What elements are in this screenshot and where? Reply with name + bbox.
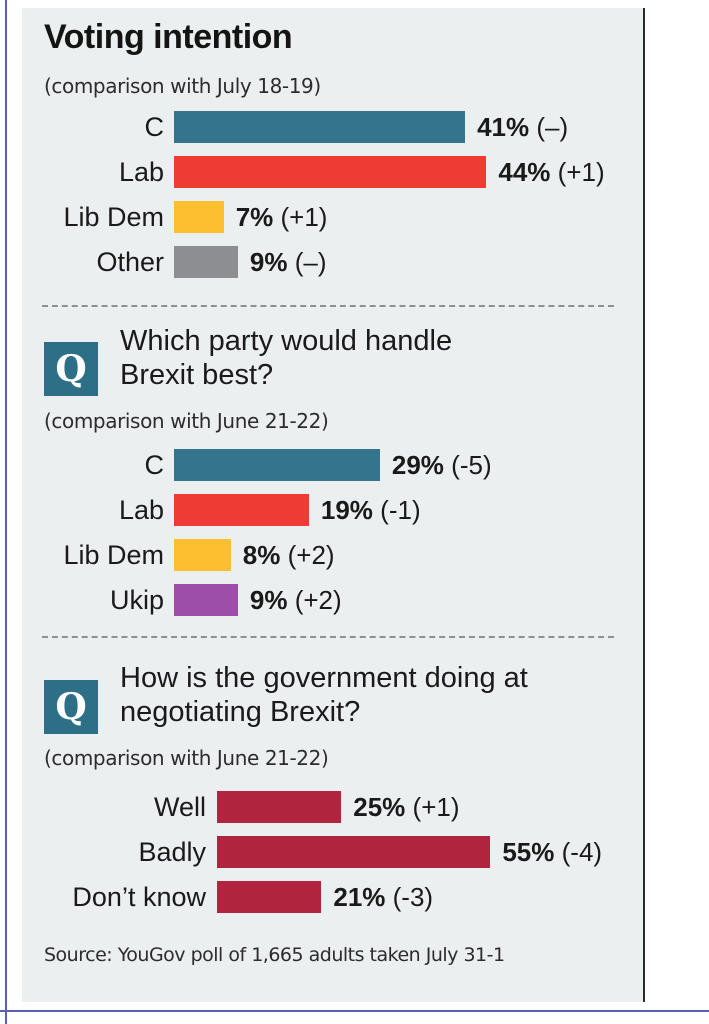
category-label-don-t-know: Don’t know bbox=[72, 882, 206, 912]
category-label-ukip: Ukip bbox=[109, 585, 164, 615]
data-label-change: (+1) bbox=[280, 202, 328, 232]
category-label-lab: Lab bbox=[118, 495, 164, 525]
bar-lab bbox=[174, 156, 487, 188]
data-label-well: 25% (+1) bbox=[353, 791, 459, 823]
page-bottom-rule bbox=[0, 1010, 709, 1012]
question-title-line: How is the government doing at bbox=[120, 662, 528, 694]
data-label-value: 29% bbox=[391, 450, 444, 480]
data-label-change: (+2) bbox=[294, 585, 342, 615]
chart-title: Voting intention bbox=[44, 18, 293, 56]
bar-badly bbox=[217, 836, 491, 868]
data-label-change: (+1) bbox=[412, 792, 460, 822]
bar-don-t-know bbox=[217, 881, 322, 913]
bar-ukip bbox=[174, 584, 238, 616]
category-label-lab: Lab bbox=[118, 157, 164, 187]
comparison-note: (comparison with June 21-22) bbox=[44, 746, 329, 770]
data-label-c: 41% (–) bbox=[477, 111, 568, 143]
data-label-value: 9% bbox=[249, 247, 288, 277]
category-label-c: C bbox=[144, 112, 165, 142]
data-label-value: 44% bbox=[498, 157, 551, 187]
question-title-line: negotiating Brexit? bbox=[120, 696, 361, 728]
data-label-change: (-4) bbox=[561, 837, 603, 867]
question-icon: Q bbox=[44, 342, 98, 396]
data-label-value: 55% bbox=[502, 837, 555, 867]
data-label-badly: 55% (-4) bbox=[502, 836, 602, 868]
data-label-change: (-3) bbox=[392, 882, 434, 912]
bar-lib-dem bbox=[174, 201, 224, 233]
bar-well bbox=[217, 791, 342, 823]
bar-lab bbox=[174, 494, 309, 526]
data-label-change: (-1) bbox=[380, 495, 421, 525]
data-label-c: 29% (-5) bbox=[392, 449, 492, 481]
data-label-change: (+2) bbox=[287, 540, 335, 570]
question-title-line: Which party would handle bbox=[120, 325, 453, 357]
data-label-value: 7% bbox=[235, 202, 274, 232]
data-label-value: 19% bbox=[320, 495, 373, 525]
data-label-value: 25% bbox=[353, 792, 406, 822]
bar-c bbox=[174, 111, 466, 143]
data-label-value: 41% bbox=[477, 112, 530, 142]
data-label-other: 9% (–) bbox=[250, 246, 327, 278]
category-label-other: Other bbox=[96, 247, 164, 277]
bar-c bbox=[174, 449, 380, 481]
data-label-value: 21% bbox=[333, 882, 386, 912]
question-icon: Q bbox=[44, 680, 98, 734]
data-label-lib-dem: 7% (+1) bbox=[236, 201, 328, 233]
question-title: Which party would handle Brexit best? bbox=[120, 324, 452, 392]
data-label-lib-dem: 8% (+2) bbox=[243, 539, 335, 571]
data-label-change: (+1) bbox=[557, 157, 605, 187]
question-title: How is the government doing at negotiatin… bbox=[120, 661, 528, 729]
category-label-lib-dem: Lib Dem bbox=[63, 202, 164, 232]
page-left-rule bbox=[5, 0, 7, 1024]
data-label-don-t-know: 21% (-3) bbox=[333, 881, 433, 913]
bar-other bbox=[174, 246, 238, 278]
data-label-value: 8% bbox=[242, 540, 281, 570]
data-label-value: 9% bbox=[249, 585, 288, 615]
data-label-change: (–) bbox=[294, 247, 327, 277]
data-label-change: (–) bbox=[536, 112, 569, 142]
data-label-lab: 44% (+1) bbox=[498, 156, 604, 188]
section-divider-2 bbox=[42, 636, 614, 638]
comparison-note: (comparison with June 21-22) bbox=[44, 409, 329, 433]
question-title-line: Brexit best? bbox=[120, 359, 274, 391]
category-label-badly: Badly bbox=[138, 837, 206, 867]
panel-right-rule bbox=[643, 8, 645, 1002]
category-label-c: C bbox=[144, 450, 165, 480]
data-label-lab: 19% (-1) bbox=[321, 494, 421, 526]
source-note: Source: YouGov poll of 1,665 adults take… bbox=[44, 944, 505, 966]
category-label-well: Well bbox=[153, 792, 206, 822]
comparison-note: (comparison with July 18-19) bbox=[44, 74, 321, 98]
data-label-change: (-5) bbox=[451, 450, 492, 480]
section-divider-1 bbox=[42, 305, 614, 307]
bar-lib-dem bbox=[174, 539, 231, 571]
data-label-ukip: 9% (+2) bbox=[250, 584, 342, 616]
category-label-lib-dem: Lib Dem bbox=[63, 540, 164, 570]
